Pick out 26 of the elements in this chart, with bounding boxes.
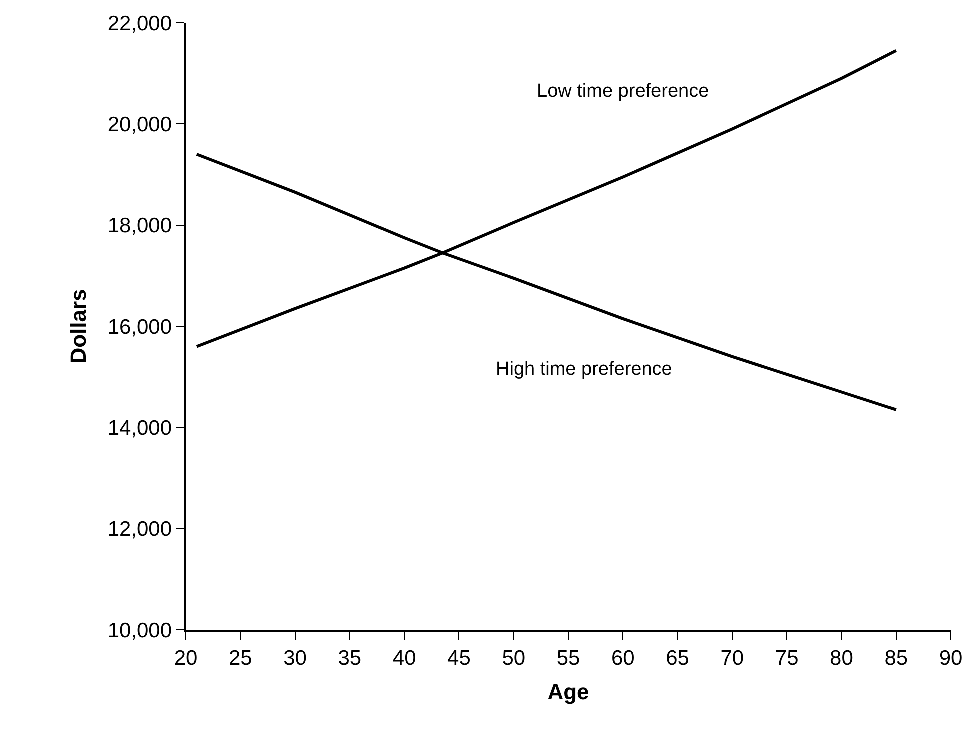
x-tick-label: 55: [556, 646, 580, 670]
x-tick-label: 75: [775, 646, 799, 670]
x-tick-label: 80: [830, 646, 854, 670]
y-tick-label: 16,000: [108, 316, 172, 339]
x-tick-label: 30: [284, 646, 307, 670]
x-tick-label: 65: [666, 646, 690, 670]
y-axis-title: Dollars: [66, 289, 92, 364]
x-tick-label: 20: [174, 646, 198, 670]
x-tick-label: 35: [338, 646, 362, 670]
series-label: High time preference: [496, 359, 672, 380]
x-tick-label: 60: [611, 646, 635, 670]
x-axis-title: Age: [548, 679, 590, 704]
y-tick-label: 14,000: [108, 417, 172, 440]
x-tick-label: 70: [720, 646, 744, 670]
x-tick-label: 40: [392, 646, 416, 670]
y-tick-label: 10,000: [108, 619, 172, 642]
series-label: Low time preference: [537, 81, 710, 102]
y-tick-label: 20,000: [108, 114, 172, 137]
y-tick-label: 18,000: [108, 214, 172, 238]
x-tick-label: 25: [228, 646, 252, 670]
y-tick-label: 12,000: [108, 518, 172, 542]
x-tick-label: 90: [939, 646, 963, 670]
x-tick-label: 50: [502, 646, 526, 670]
x-tick-label: 85: [884, 646, 908, 670]
y-tick-label: 22,000: [108, 12, 172, 36]
x-tick-label: 45: [448, 646, 471, 670]
